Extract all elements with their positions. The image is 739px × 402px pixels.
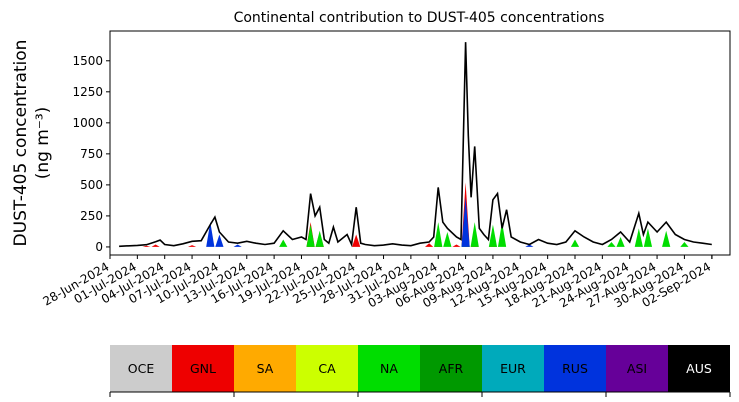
plot-areas bbox=[142, 182, 689, 247]
area-gnl-2 bbox=[187, 245, 197, 247]
legend-label-na: NA bbox=[380, 361, 398, 376]
area-na-6 bbox=[470, 222, 479, 247]
area-gnl-6 bbox=[425, 243, 434, 247]
y-tick-label-0: 0 bbox=[95, 240, 103, 254]
y-axis-label: DUST-405 concentration (ng m⁻³) bbox=[11, 40, 53, 247]
area-rus-0 bbox=[206, 222, 215, 247]
area-gnl-8 bbox=[452, 244, 461, 247]
legend-label-gnl: GNL bbox=[190, 361, 216, 376]
y-tick-label-1: 250 bbox=[80, 209, 103, 223]
legend-swatch-sa bbox=[234, 345, 296, 392]
legend-swatch-na bbox=[358, 345, 420, 392]
total-line bbox=[119, 42, 712, 248]
legend-swatch-ca bbox=[296, 345, 358, 392]
plot-frame bbox=[109, 30, 731, 256]
area-na-2 bbox=[315, 230, 324, 247]
legend-label-sa: SA bbox=[257, 361, 274, 376]
area-na-7 bbox=[488, 224, 498, 247]
legend-swatch-aus bbox=[668, 345, 730, 392]
y-tick-label-6: 1500 bbox=[72, 54, 103, 68]
legend-label-oce: OCE bbox=[128, 361, 155, 376]
y-axis-label-line1: DUST-405 concentration bbox=[11, 40, 31, 247]
area-na-10 bbox=[607, 241, 616, 247]
area-rus-2 bbox=[233, 244, 242, 247]
legend-label-afr: AFR bbox=[439, 361, 464, 376]
area-rus-3 bbox=[461, 197, 470, 247]
area-na-14 bbox=[662, 230, 671, 247]
area-na-13 bbox=[643, 228, 653, 247]
y-ticks: 0 250 500 750 1000 1250 1500 bbox=[72, 54, 110, 254]
area-na-4 bbox=[443, 232, 452, 247]
area-gnl-1 bbox=[151, 244, 160, 247]
legend-label-rus: RUS bbox=[562, 361, 588, 376]
y-tick-label-3: 750 bbox=[80, 147, 103, 161]
legend-label-asi: ASI bbox=[627, 361, 647, 376]
y-tick-label-5: 1250 bbox=[72, 85, 103, 99]
y-tick-label-2: 500 bbox=[80, 178, 103, 192]
legend-swatch-eur bbox=[482, 345, 544, 392]
plot-line bbox=[119, 42, 712, 248]
chart-title: Continental contribution to DUST-405 con… bbox=[234, 10, 605, 26]
area-gnl-0 bbox=[142, 245, 151, 247]
area-na-9 bbox=[570, 239, 580, 247]
area-na-3 bbox=[434, 222, 443, 247]
area-na-0 bbox=[279, 239, 288, 247]
y-axis-label-line2: (ng m⁻³) bbox=[33, 107, 53, 180]
area-na-12 bbox=[634, 228, 643, 247]
legend-swatch-asi bbox=[606, 345, 668, 392]
area-rus-1 bbox=[215, 234, 224, 247]
legend-label-ca: CA bbox=[318, 361, 336, 376]
area-na-1 bbox=[306, 224, 315, 247]
area-gnl-5 bbox=[352, 234, 361, 247]
area-na-15 bbox=[680, 241, 689, 247]
legend-label-eur: EUR bbox=[500, 361, 526, 376]
legend-swatch-rus bbox=[544, 345, 606, 392]
area-na-11 bbox=[616, 237, 625, 247]
y-tick-label-4: 1000 bbox=[72, 116, 103, 130]
legend-label-aus: AUS bbox=[686, 361, 712, 376]
area-rus-4 bbox=[525, 244, 534, 247]
legend-swatch-afr bbox=[420, 345, 482, 392]
area-na-8 bbox=[497, 222, 507, 247]
legend-swatch-oce bbox=[110, 345, 172, 392]
legend: OCE GNL SA CA NA AFR EUR RUS ASI AUS bbox=[109, 345, 731, 397]
x-ticks: 28-Jun-202401-Jul-202404-Jul-202407-Jul-… bbox=[41, 255, 713, 310]
legend-swatch-gnl bbox=[172, 345, 234, 392]
